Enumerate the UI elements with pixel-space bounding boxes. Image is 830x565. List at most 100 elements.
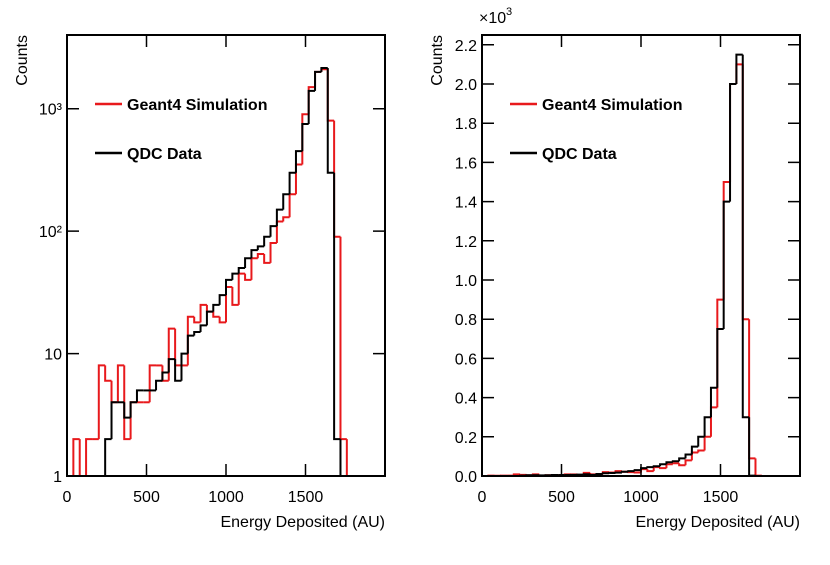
histogram-bin — [72, 438, 80, 476]
axis-multiplier: ×10 — [479, 10, 506, 27]
histogram-bin — [244, 257, 252, 268]
histogram-bin — [589, 473, 597, 476]
chart: 0 500 1000 1500 0.0 0.2 0.4 0.6 0.8 1.0 1.2 1.4 1.6 1… — [429, 6, 801, 531]
histogram-bin — [345, 439, 354, 477]
y-axis-title: Counts — [429, 35, 446, 86]
histogram-bin — [665, 463, 673, 469]
legend-label: Geant4 Simulation — [127, 97, 267, 114]
histogram-bin — [250, 257, 258, 280]
x-axis-title: Energy Deposited (AU) — [635, 514, 800, 531]
y-tick-label: 1.8 — [455, 116, 477, 133]
histogram-bin — [301, 123, 309, 152]
legend-label: Geant4 Simulation — [542, 97, 682, 114]
histogram-bin — [231, 272, 239, 280]
histogram-bin — [244, 273, 252, 281]
x-axis-title: Energy Deposited (AU) — [220, 514, 385, 531]
y-tick-label: 0.8 — [455, 312, 477, 329]
histogram-bin — [307, 89, 316, 125]
x-tick-label: 500 — [133, 489, 160, 506]
y-tick-label: 1.2 — [455, 234, 477, 251]
histogram-bin — [620, 470, 629, 473]
histogram-bin — [595, 473, 603, 476]
histogram-bin — [97, 364, 106, 440]
histogram-bin — [601, 472, 610, 475]
x-tick-label: 0 — [478, 489, 487, 506]
histogram-bin — [123, 365, 131, 441]
histogram-bin — [754, 458, 762, 477]
histogram-bin — [282, 216, 290, 222]
histogram-bin — [288, 193, 296, 218]
histogram-bin — [288, 171, 296, 195]
histogram-bin — [263, 254, 271, 264]
histogram-bin — [231, 286, 239, 306]
histogram-bin — [237, 266, 246, 274]
x-tick-label: 1000 — [208, 489, 244, 506]
histogram-bin — [135, 389, 144, 403]
y-tick-label: 10² — [39, 224, 63, 241]
histogram-bin — [659, 467, 667, 470]
histogram-bin — [116, 364, 125, 403]
histogram-bin — [110, 401, 118, 440]
histogram-bin — [205, 310, 214, 326]
histogram-bin — [104, 365, 112, 382]
histogram-bin — [104, 438, 112, 476]
histogram-bin — [193, 316, 201, 324]
histogram-bin — [275, 208, 284, 227]
histogram-bin — [665, 461, 673, 465]
y-tick-label: 0.2 — [455, 430, 477, 447]
histogram-bin — [85, 438, 93, 476]
histogram-bin — [678, 463, 686, 467]
histogram-bin — [709, 386, 718, 418]
axis-multiplier-exponent: 3 — [506, 6, 512, 18]
histogram-bin — [722, 200, 731, 329]
y-tick-label: 0.4 — [455, 391, 477, 408]
histogram-bin — [269, 225, 277, 237]
histogram-bin — [225, 278, 233, 296]
x-tick-label: 1000 — [623, 489, 659, 506]
histogram-bin — [646, 469, 654, 473]
histogram-bin — [320, 67, 328, 72]
histogram-bin — [314, 70, 322, 91]
histogram-bin — [180, 352, 188, 381]
y-tick-label: 1.0 — [455, 273, 477, 290]
y-tick-label: 1 — [53, 469, 62, 486]
histogram-bin — [716, 328, 724, 388]
histogram-bin — [339, 236, 347, 441]
histogram-bin — [333, 172, 341, 441]
histogram-bin — [218, 294, 226, 305]
legend-label: QDC Data — [127, 146, 202, 163]
histogram-bin — [218, 316, 226, 324]
histogram-bin — [263, 235, 271, 247]
histogram-bin — [684, 453, 692, 459]
histogram-bin — [690, 445, 699, 455]
x-tick-label: 500 — [548, 489, 575, 506]
histogram-bin — [326, 68, 335, 174]
histogram-bin — [735, 53, 743, 84]
histogram-bin — [167, 358, 176, 373]
histogram-bin — [199, 303, 207, 323]
histogram-bin — [703, 416, 711, 437]
histogram-bin — [212, 311, 220, 318]
histogram-bin — [729, 83, 737, 202]
histogram-bin — [652, 465, 661, 468]
histogram-bin — [161, 371, 169, 381]
histogram-bin — [269, 242, 277, 263]
histogram-bin — [646, 466, 654, 469]
histogram-bin — [697, 449, 705, 453]
histogram-bin — [659, 463, 667, 467]
histogram-bin — [627, 470, 635, 473]
histogram-bin — [123, 402, 131, 419]
histogram-bin — [703, 435, 711, 451]
histogram-bin — [282, 193, 290, 210]
histogram-bin — [678, 457, 686, 462]
histogram-bin — [741, 54, 750, 419]
histogram-bin — [633, 469, 641, 472]
y-tick-label: 10 — [44, 347, 62, 364]
histogram-bin — [129, 401, 137, 418]
legend-label: QDC Data — [542, 146, 617, 163]
y-tick-label: 1.6 — [455, 155, 477, 172]
histogram-bin — [256, 253, 265, 259]
histogram-bin — [671, 460, 680, 463]
x-tick-label: 0 — [63, 489, 72, 506]
